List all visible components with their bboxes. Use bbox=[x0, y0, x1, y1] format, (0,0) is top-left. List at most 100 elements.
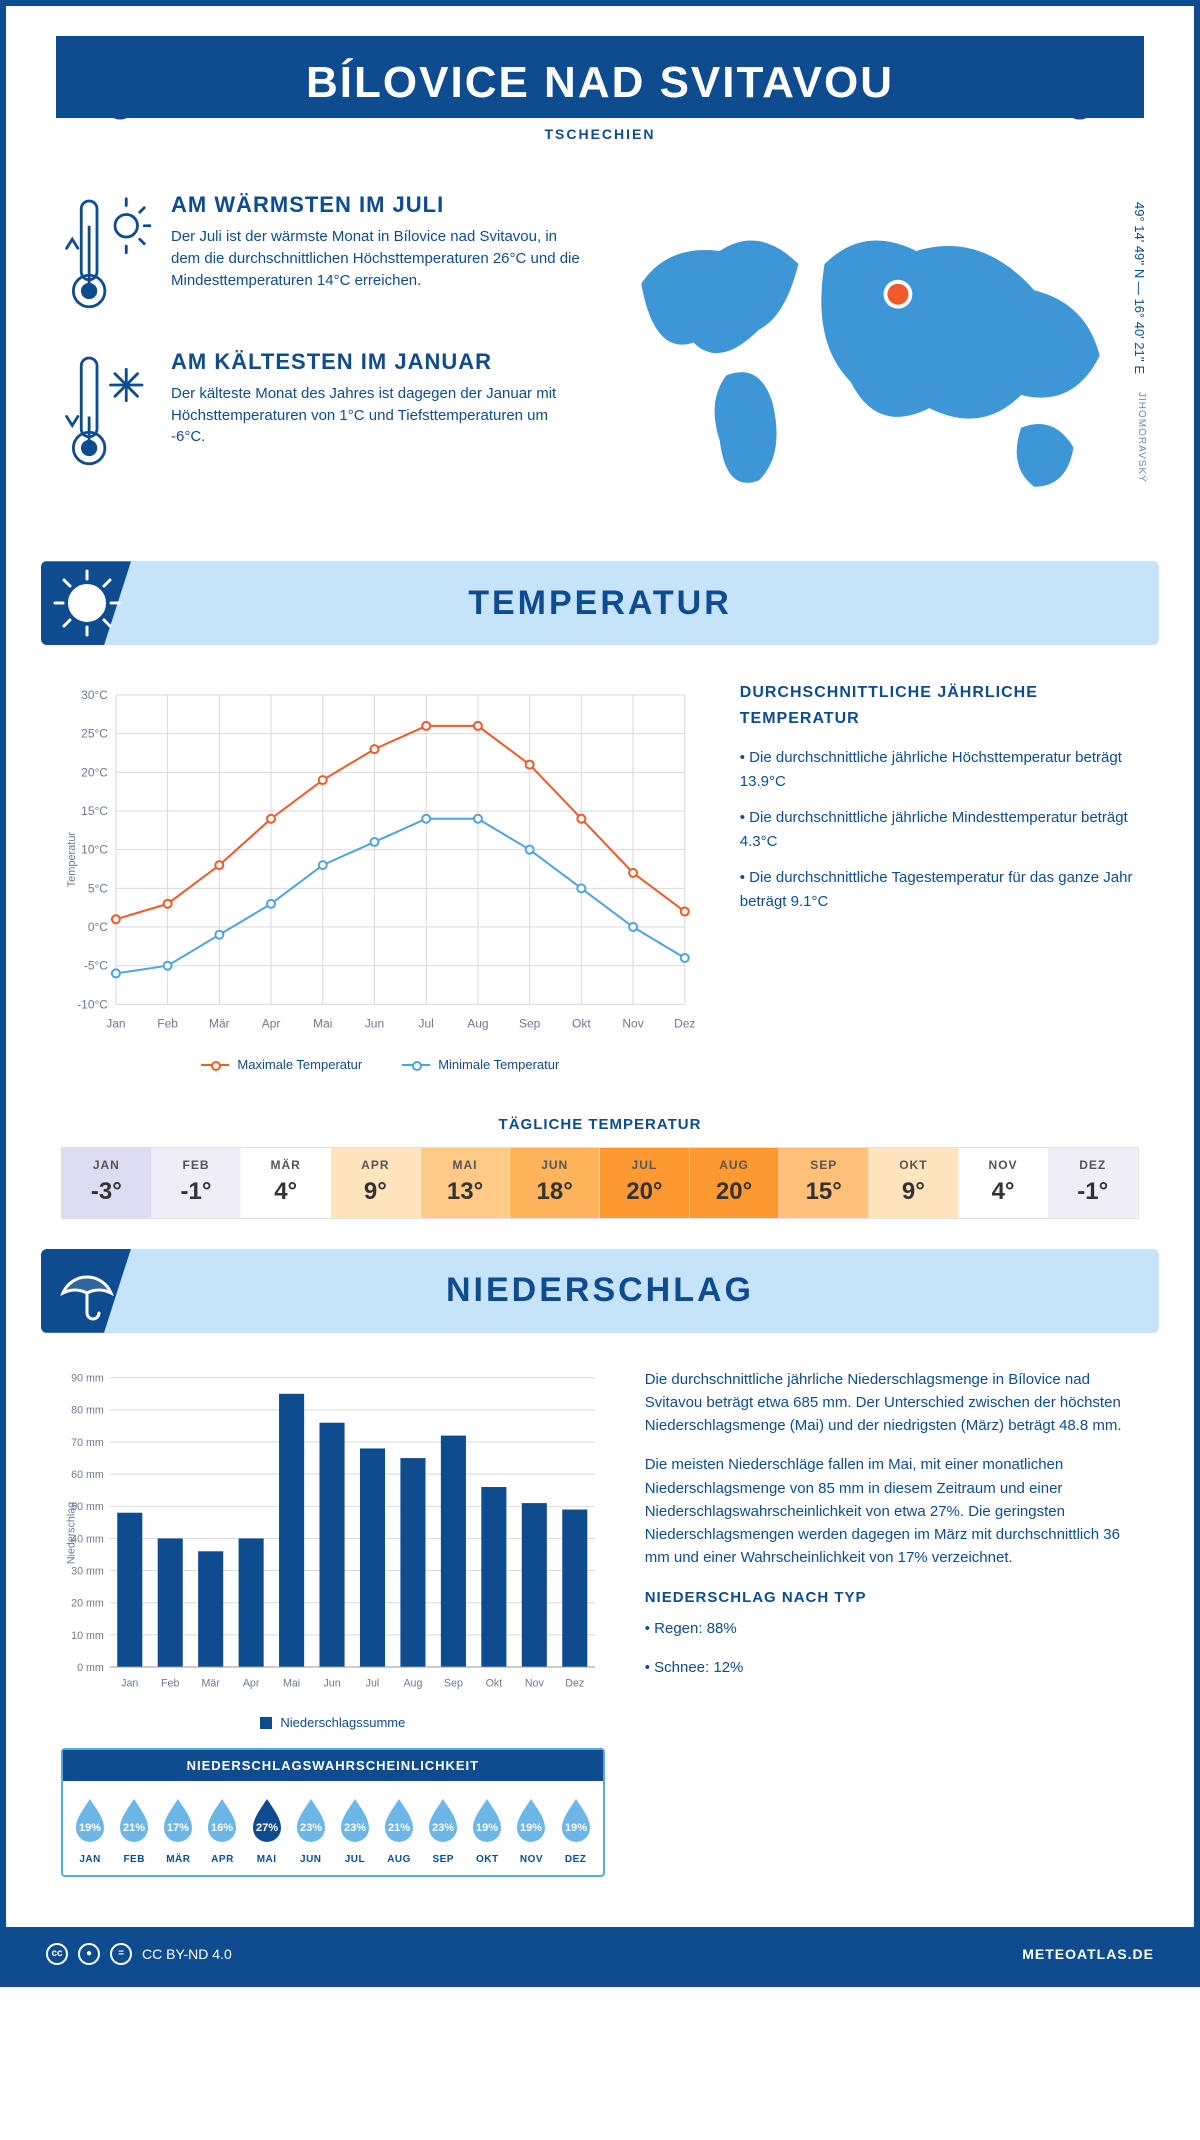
svg-text:-10°C: -10°C bbox=[77, 998, 108, 1012]
svg-text:Mai: Mai bbox=[283, 1677, 300, 1689]
svg-text:Okt: Okt bbox=[572, 1017, 591, 1031]
fact-coldest: AM KÄLTESTEN IM JANUAR Der kälteste Mona… bbox=[61, 349, 585, 478]
daily-cell: OKT9° bbox=[869, 1148, 959, 1218]
precip-type-rain: • Regen: 88% bbox=[645, 1617, 1139, 1640]
svg-text:60 mm: 60 mm bbox=[71, 1469, 104, 1481]
svg-text:16%: 16% bbox=[211, 1822, 233, 1834]
region-label: JIHOMORAVSKÝ bbox=[1136, 392, 1147, 483]
coordinates: 49° 14' 49'' N — 16° 40' 21'' E bbox=[1132, 202, 1147, 374]
thermometer-sun-icon bbox=[61, 192, 151, 316]
nd-icon: = bbox=[110, 1943, 132, 1965]
section-banner-temperature: TEMPERATUR bbox=[41, 561, 1159, 645]
thermometer-snow-icon bbox=[61, 349, 151, 473]
probability-drop: 23%JUL bbox=[334, 1795, 376, 1865]
precipitation-heading: NIEDERSCHLAG bbox=[446, 1271, 754, 1310]
svg-text:Jun: Jun bbox=[323, 1677, 340, 1689]
probability-drop: 21%AUG bbox=[378, 1795, 420, 1865]
probability-drop: 19%NOV bbox=[510, 1795, 552, 1865]
daily-cell: DEZ-1° bbox=[1048, 1148, 1138, 1218]
svg-text:-5°C: -5°C bbox=[84, 959, 108, 973]
temp-stats-title: DURCHSCHNITTLICHE JÄHRLICHE TEMPERATUR bbox=[740, 680, 1139, 731]
by-icon: ● bbox=[78, 1943, 100, 1965]
country-label: TSCHECHIEN bbox=[6, 126, 1194, 142]
svg-text:Sep: Sep bbox=[444, 1677, 463, 1689]
legend-min: Minimale Temperatur bbox=[402, 1057, 559, 1072]
svg-text:23%: 23% bbox=[344, 1822, 366, 1834]
svg-text:20°C: 20°C bbox=[81, 766, 108, 780]
license-block: cc ● = CC BY-ND 4.0 bbox=[46, 1943, 232, 1965]
svg-text:30°C: 30°C bbox=[81, 688, 108, 702]
svg-text:Apr: Apr bbox=[243, 1677, 260, 1689]
svg-text:5°C: 5°C bbox=[88, 882, 108, 896]
probability-drop: 19%JAN bbox=[69, 1795, 111, 1865]
svg-text:Apr: Apr bbox=[262, 1017, 281, 1031]
svg-text:17%: 17% bbox=[167, 1822, 189, 1834]
svg-text:90 mm: 90 mm bbox=[71, 1372, 104, 1384]
svg-text:20 mm: 20 mm bbox=[71, 1597, 104, 1609]
svg-text:21%: 21% bbox=[388, 1822, 410, 1834]
section-banner-precipitation: NIEDERSCHLAG bbox=[41, 1249, 1159, 1333]
svg-text:25°C: 25°C bbox=[81, 727, 108, 741]
daily-cell: JUN18° bbox=[510, 1148, 600, 1218]
svg-text:30 mm: 30 mm bbox=[71, 1565, 104, 1577]
svg-text:Jan: Jan bbox=[121, 1677, 138, 1689]
daily-cell: SEP15° bbox=[779, 1148, 869, 1218]
temperature-line-chart: -10°C-5°C0°C5°C10°C15°C20°C25°C30°CJanFe… bbox=[61, 680, 700, 1039]
world-map bbox=[615, 192, 1139, 506]
svg-text:Nov: Nov bbox=[622, 1017, 643, 1031]
svg-text:Feb: Feb bbox=[161, 1677, 179, 1689]
daily-cell: FEB-1° bbox=[152, 1148, 242, 1218]
precip-text-1: Die durchschnittliche jährliche Niedersc… bbox=[645, 1368, 1139, 1438]
svg-text:Jul: Jul bbox=[419, 1017, 434, 1031]
precip-type-snow: • Schnee: 12% bbox=[645, 1656, 1139, 1679]
svg-text:10 mm: 10 mm bbox=[71, 1629, 104, 1641]
svg-text:Okt: Okt bbox=[486, 1677, 503, 1689]
probability-drop: 21%FEB bbox=[113, 1795, 155, 1865]
sun-icon bbox=[51, 567, 123, 639]
daily-temperature-grid: JAN-3°FEB-1°MÄR4°APR9°MAI13°JUN18°JUL20°… bbox=[61, 1147, 1139, 1219]
svg-text:Dez: Dez bbox=[565, 1677, 584, 1689]
svg-text:Mai: Mai bbox=[313, 1017, 332, 1031]
probability-title: NIEDERSCHLAGSWAHRSCHEINLICHKEIT bbox=[63, 1750, 603, 1781]
umbrella-icon bbox=[51, 1255, 123, 1327]
fact-cold-title: AM KÄLTESTEN IM JANUAR bbox=[171, 349, 585, 375]
daily-cell: JAN-3° bbox=[62, 1148, 152, 1218]
fact-warmest: AM WÄRMSTEN IM JULI Der Juli ist der wär… bbox=[61, 192, 585, 321]
temp-stat-2: • Die durchschnittliche jährliche Mindes… bbox=[740, 806, 1139, 854]
svg-text:Nov: Nov bbox=[525, 1677, 545, 1689]
svg-text:80 mm: 80 mm bbox=[71, 1404, 104, 1416]
legend-max: Maximale Temperatur bbox=[201, 1057, 362, 1072]
fact-warm-text: Der Juli ist der wärmste Monat in Bílovi… bbox=[171, 226, 585, 291]
probability-box: NIEDERSCHLAGSWAHRSCHEINLICHKEIT 19%JAN21… bbox=[61, 1748, 605, 1877]
svg-text:0°C: 0°C bbox=[88, 920, 108, 934]
svg-text:70 mm: 70 mm bbox=[71, 1437, 104, 1449]
page-title: BÍLOVICE NAD SVITAVOU bbox=[56, 58, 1144, 108]
probability-drop: 19%OKT bbox=[466, 1795, 508, 1865]
svg-text:Mär: Mär bbox=[202, 1677, 221, 1689]
precip-text-2: Die meisten Niederschläge fallen im Mai,… bbox=[645, 1453, 1139, 1569]
daily-cell: JUL20° bbox=[600, 1148, 690, 1218]
probability-drop: 23%JUN bbox=[290, 1795, 332, 1865]
daily-temp-title: TÄGLICHE TEMPERATUR bbox=[6, 1116, 1194, 1133]
daily-cell: AUG20° bbox=[690, 1148, 780, 1218]
svg-text:Jul: Jul bbox=[366, 1677, 380, 1689]
svg-text:Dez: Dez bbox=[674, 1017, 695, 1031]
daily-cell: MÄR4° bbox=[241, 1148, 331, 1218]
svg-text:Feb: Feb bbox=[157, 1017, 178, 1031]
daily-cell: APR9° bbox=[331, 1148, 421, 1218]
fact-cold-text: Der kälteste Monat des Jahres ist dagege… bbox=[171, 383, 585, 448]
infographic-page: BÍLOVICE NAD SVITAVOU TSCHECHIEN AM WÄRM… bbox=[0, 0, 1200, 1987]
intro-section: AM WÄRMSTEN IM JULI Der Juli ist der wär… bbox=[6, 172, 1194, 541]
site-name: METEOATLAS.DE bbox=[1022, 1946, 1154, 1962]
svg-text:27%: 27% bbox=[256, 1822, 278, 1834]
temp-stat-3: • Die durchschnittliche Tagestemperatur … bbox=[740, 866, 1139, 914]
svg-text:23%: 23% bbox=[432, 1822, 454, 1834]
license-text: CC BY-ND 4.0 bbox=[142, 1946, 232, 1962]
svg-text:19%: 19% bbox=[520, 1822, 542, 1834]
legend-precip: Niederschlagssumme bbox=[260, 1715, 405, 1730]
svg-text:Jun: Jun bbox=[365, 1017, 384, 1031]
svg-text:0 mm: 0 mm bbox=[77, 1662, 104, 1674]
title-banner: BÍLOVICE NAD SVITAVOU bbox=[56, 36, 1144, 118]
svg-text:15°C: 15°C bbox=[81, 804, 108, 818]
svg-text:Sep: Sep bbox=[519, 1017, 541, 1031]
